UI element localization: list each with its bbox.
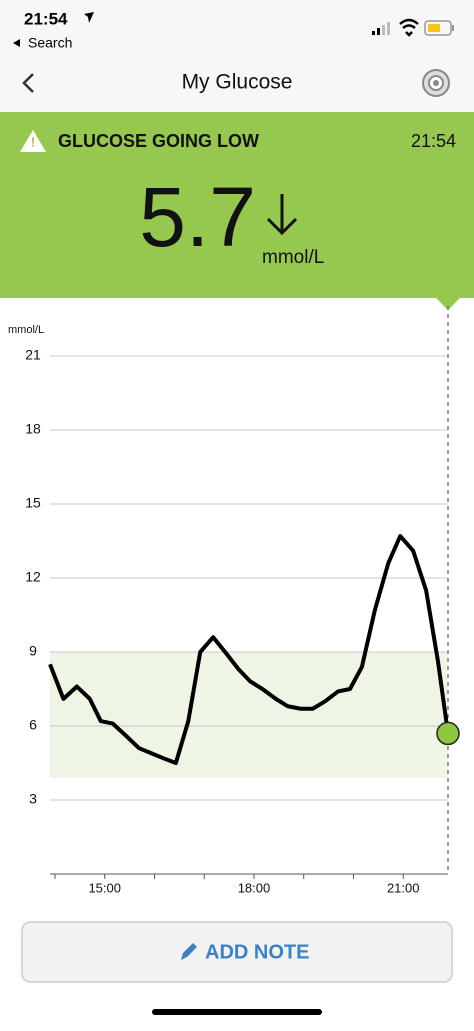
wifi-icon bbox=[399, 18, 419, 37]
banner-pointer bbox=[435, 297, 461, 310]
y-tick-label: 9 bbox=[29, 643, 37, 659]
glucose-value: 5.7 bbox=[139, 170, 256, 264]
warning-icon-mark: ! bbox=[31, 134, 35, 149]
add-note-label[interactable]: ADD NOTE bbox=[205, 941, 309, 963]
y-tick-label: 15 bbox=[25, 495, 41, 511]
warning-icon bbox=[20, 130, 46, 152]
battery-icon bbox=[424, 20, 454, 36]
y-axis-label: mmol/L bbox=[8, 324, 44, 336]
y-tick-label: 21 bbox=[25, 347, 41, 363]
nav-title: My Glucose bbox=[182, 71, 293, 94]
glucose-unit: mmol/L bbox=[262, 247, 324, 268]
status-time: 21:54 bbox=[24, 9, 68, 28]
y-tick-label: 6 bbox=[29, 717, 37, 733]
alert-time: 21:54 bbox=[411, 131, 456, 151]
back-button[interactable] bbox=[22, 73, 34, 93]
x-tick-label: 18:00 bbox=[238, 880, 271, 895]
alert-banner bbox=[0, 112, 474, 298]
alert-message: GLUCOSE GOING LOW bbox=[58, 131, 259, 151]
y-tick-label: 12 bbox=[25, 569, 41, 585]
pencil-icon bbox=[181, 943, 197, 960]
home-indicator bbox=[152, 1009, 322, 1015]
y-tick-label: 18 bbox=[25, 421, 41, 437]
header-bg bbox=[0, 0, 474, 112]
back-app-arrow[interactable] bbox=[13, 39, 20, 47]
current-reading bbox=[436, 721, 460, 746]
glucose-line bbox=[48, 534, 450, 765]
target-range bbox=[50, 652, 448, 778]
add-note-button[interactable] bbox=[21, 921, 453, 983]
glucose-chart: mmol/L 3 6 9 12 15 18 21 15:00 18:00 21:00 bbox=[8, 306, 460, 895]
x-tick-label: 21:00 bbox=[387, 880, 420, 895]
location-icon bbox=[84, 12, 94, 23]
sensor-button[interactable] bbox=[422, 69, 450, 97]
back-app-link[interactable]: Search bbox=[28, 35, 72, 51]
signal-icon bbox=[372, 22, 390, 35]
x-tick-label: 15:00 bbox=[88, 880, 121, 895]
y-tick-label: 3 bbox=[29, 791, 37, 807]
trend-arrow bbox=[266, 194, 298, 236]
